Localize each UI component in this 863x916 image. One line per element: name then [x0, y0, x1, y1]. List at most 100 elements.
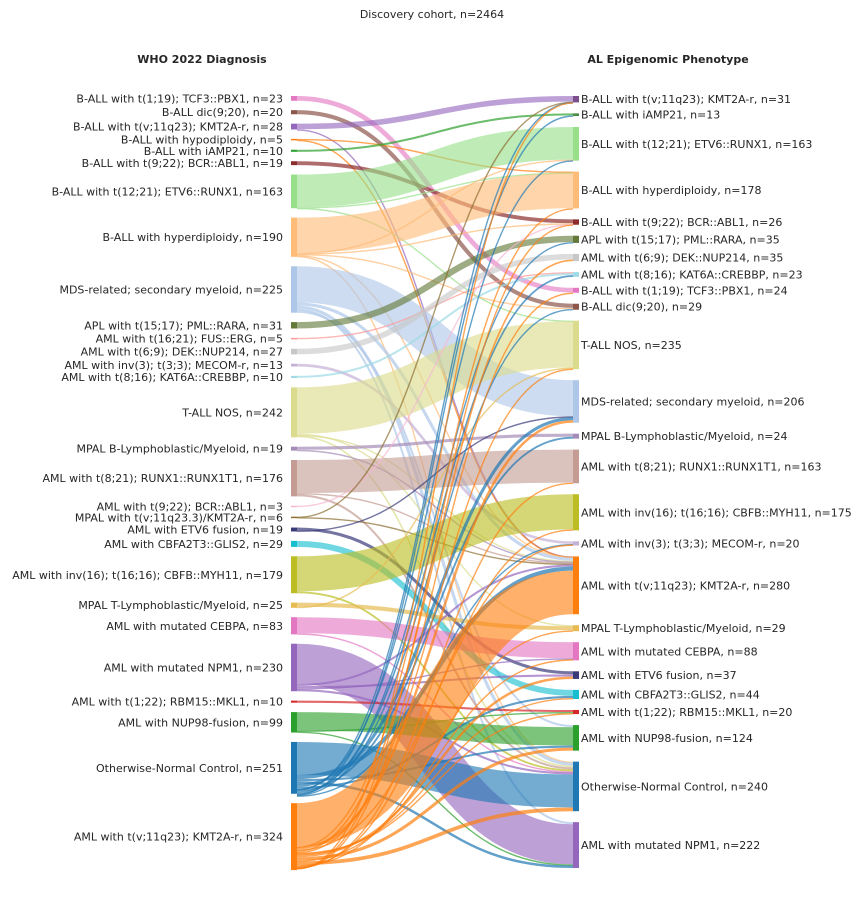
left-node-b-all-with-t-12-21-etv6-runx1 — [291, 174, 297, 209]
left-node-label: APL with t(15;17); PML::RARA, n=31 — [84, 319, 283, 332]
right-node-label: B-ALL dic(9;20), n=29 — [581, 301, 702, 314]
right-node-label: AML with mutated NPM1, n=222 — [581, 839, 760, 852]
right-node-label: Otherwise-Normal Control, n=240 — [581, 780, 768, 793]
flow-aml-with-nup98-fusion-to-aml-with-mutated-npm1 — [296, 731, 574, 866]
left-node-label: B-ALL with hyperdiploidy, n=190 — [103, 231, 283, 244]
right-node-label: AML with inv(3); t(3;3); MECOM-r, n=20 — [581, 537, 800, 550]
right-node-label: B-ALL with t(v;11q23); KMT2A-r, n=31 — [581, 93, 791, 106]
left-node-aml-with-cbfa2t3-glis2 — [291, 540, 297, 547]
left-node-mpal-b-lymphoblastic-myeloid — [291, 446, 297, 451]
left-node-label: MPAL B-Lymphoblastic/Myeloid, n=19 — [76, 443, 283, 456]
flow-aml-with-t-v-11q23-kmt2a-r-to-aml-with-t-6-9-dek-nup214 — [296, 259, 574, 853]
flow-otherwise-normal-control-to-apl-with-t-15-17-pml-rara — [296, 242, 574, 795]
right-node-label: AML with ETV6 fusion, n=37 — [581, 669, 737, 682]
right-node-label: AML with t(1;22); RBM15::MKL1, n=20 — [581, 706, 792, 719]
left-node-aml-with-nup98-fusion — [291, 712, 297, 733]
flow-otherwise-normal-control-to-mpal-b-lymphoblastic-myeloid — [296, 436, 574, 792]
left-node-label: B-ALL with t(9;22); BCR::ABL1, n=19 — [82, 157, 283, 170]
left-node-b-all-with-t-v-11q23-kmt2a-r — [291, 123, 297, 130]
flow-aml-with-t-v-11q23-kmt2a-r-to-aml-with-inv-16-t-16-16-cbfb-myh11 — [296, 529, 574, 868]
right-node-b-all-with-iamp21 — [573, 113, 579, 117]
right-node-aml-with-t-6-9-dek-nup214 — [573, 253, 579, 262]
right-node-label: MPAL T-Lymphoblastic/Myeloid, n=29 — [581, 622, 786, 635]
left-node-aml-with-t-16-21-fus-erg — [291, 337, 297, 340]
right-node-label: T-ALL NOS, n=235 — [580, 339, 682, 352]
flow-otherwise-normal-control-to-b-all-with-t-12-21-etv6-runx1 — [296, 160, 574, 791]
right-node-label: B-ALL with t(1;19); TCF3::PBX1, n=24 — [581, 284, 788, 297]
left-axis-title: WHO 2022 Diagnosis — [137, 53, 267, 66]
right-node-aml-with-mutated-npm1 — [573, 822, 579, 868]
right-node-aml-with-t-8-16-kat6a-crebbp — [573, 272, 579, 277]
flow-b-all-with-t-12-21-etv6-runx1-to-b-all-with-hyperdiploidy — [296, 172, 574, 209]
right-node-aml-with-t-1-22-rbm15-mkl1 — [573, 709, 579, 715]
flow-b-all-with-hyperdiploidy-to-b-all-with-t-12-21-etv6-runx1 — [296, 159, 574, 255]
right-node-label: B-ALL with iAMP21, n=13 — [581, 109, 720, 122]
right-node-otherwise-normal-control — [573, 761, 579, 812]
right-node-label: AML with t(v;11q23); KMT2A-r, n=280 — [581, 579, 790, 592]
right-node-label: B-ALL with t(9;22); BCR::ABL1, n=26 — [581, 216, 782, 229]
flow-t-all-nos-to-aml-with-t-v-11q23-kmt2a-r — [296, 434, 574, 563]
right-axis-title: AL Epigenomic Phenotype — [587, 53, 748, 66]
left-node-label: AML with t(8;21); RUNX1::RUNX1T1, n=176 — [43, 472, 284, 485]
flow-aml-with-t-v-11q23-kmt2a-r-to-b-all-with-t-1-19-tcf3-pbx1 — [296, 292, 574, 870]
flow-aml-with-t-6-9-dek-nup214-to-aml-with-t-6-9-dek-nup214 — [296, 253, 574, 355]
left-node-label: AML with t(16;21); FUS::ERG, n=5 — [96, 333, 283, 346]
left-node-label: MPAL T-Lymphoblastic/Myeloid, n=25 — [78, 599, 283, 612]
flow-aml-with-t-v-11q23-kmt2a-r-to-aml-with-mutated-cebpa — [296, 659, 574, 862]
right-node-aml-with-nup98-fusion — [573, 725, 579, 751]
right-node-label: AML with CBFA2T3::GLIS2, n=44 — [581, 688, 760, 701]
flow-b-all-with-t-v-11q23-kmt2a-r-to-b-all-with-t-v-11q23-kmt2a-r — [296, 96, 574, 130]
left-node-otherwise-normal-control — [291, 741, 297, 794]
left-node-label: B-ALL with t(v;11q23); KMT2A-r, n=28 — [73, 121, 283, 134]
left-node-label: AML with inv(3); t(3;3); MECOM-r, n=13 — [64, 359, 283, 372]
left-node-mpal-t-lymphoblastic-myeloid — [291, 602, 297, 608]
node-bars — [291, 96, 579, 871]
left-node-aml-with-t-8-16-kat6a-crebbp — [291, 375, 297, 378]
left-node-label: AML with t(6;9); DEK::NUP214, n=27 — [81, 346, 283, 359]
flow-b-all-with-t-12-21-etv6-runx1-to-t-all-nos — [296, 207, 574, 323]
left-node-aml-with-t-9-22-bcr-abl1 — [291, 505, 297, 508]
right-node-aml-with-t-8-21-runx1-runx1t1 — [573, 449, 579, 484]
left-node-label: AML with mutated CEBPA, n=83 — [106, 620, 283, 633]
left-node-mds-related-secondary-myeloid — [291, 266, 297, 313]
right-node-mds-related-secondary-myeloid — [573, 380, 579, 423]
left-node-aml-with-t-1-22-rbm15-mkl1 — [291, 700, 297, 703]
right-node-aml-with-inv-3-t-3-3-mecom-r — [573, 541, 579, 546]
right-node-b-all-dic-9-20 — [573, 303, 579, 310]
right-node-aml-with-inv-16-t-16-16-cbfb-myh11 — [573, 494, 579, 531]
left-node-b-all-with-t-9-22-bcr-abl1 — [291, 161, 297, 166]
flow-aml-with-inv-16-t-16-16-cbfb-myh11-to-aml-with-inv-16-t-16-16-cbfb-myh11 — [296, 494, 574, 592]
right-node-mpal-t-lymphoblastic-myeloid — [573, 625, 579, 632]
left-node-aml-with-mutated-npm1 — [291, 643, 297, 692]
flow-otherwise-normal-control-to-b-all-with-iamp21 — [296, 115, 574, 796]
left-node-apl-with-t-15-17-pml-rara — [291, 322, 297, 329]
left-node-label: B-ALL dic(9;20), n=20 — [162, 106, 283, 119]
flow-aml-with-t-v-11q23-kmt2a-r-to-aml-with-etv6-fusion — [296, 676, 574, 858]
left-node-label: MDS-related; secondary myeloid, n=225 — [59, 283, 283, 296]
flow-b-all-with-hyperdiploidy-to-b-all-with-t-9-22-bcr-abl1 — [296, 223, 574, 255]
flow-b-all-with-hyperdiploidy-to-b-all-with-hyperdiploidy — [296, 173, 574, 253]
right-node-label: AML with mutated CEBPA, n=88 — [581, 645, 758, 658]
right-node-aml-with-mutated-cebpa — [573, 642, 579, 661]
flow-aml-with-t-v-11q23-kmt2a-r-to-mpal-t-lymphoblastic-myeloid — [296, 630, 574, 867]
flow-aml-with-t-v-11q23-kmt2a-r-to-aml-with-t-v-11q23-kmt2a-r — [295, 570, 575, 847]
left-node-label: AML with mutated NPM1, n=230 — [104, 661, 283, 674]
right-node-t-all-nos — [573, 320, 579, 370]
left-node-t-all-nos — [291, 387, 297, 438]
flow-aml-with-t-v-11q23-kmt2a-r-to-aml-with-t-8-21-runx1-runx1t1 — [296, 482, 574, 869]
flow-otherwise-normal-control-to-b-all-with-t-v-11q23-kmt2a-r — [296, 101, 574, 791]
left-node-label: AML with t(8;16); KAT6A::CREBBP, n=10 — [61, 371, 283, 384]
node-labels: B-ALL with t(1;19); TCF3::PBX1, n=23B-AL… — [12, 92, 852, 852]
left-node-b-all-with-hypodiploidy — [291, 138, 297, 141]
left-node-aml-with-inv-16-t-16-16-cbfb-myh11 — [291, 556, 297, 594]
left-node-label: B-ALL with iAMP21, n=10 — [144, 145, 283, 158]
flow-aml-with-t-v-11q23-kmt2a-r-to-b-all-with-hyperdiploidy — [296, 208, 574, 849]
right-node-b-all-with-t-9-22-bcr-abl1 — [573, 219, 579, 225]
left-node-b-all-with-hyperdiploidy — [291, 217, 297, 257]
left-node-label: AML with CBFA2T3::GLIS2, n=29 — [104, 538, 283, 551]
left-node-aml-with-t-6-9-dek-nup214 — [291, 348, 297, 355]
right-node-aml-with-etv6-fusion — [573, 671, 579, 679]
flow-aml-with-t-8-16-kat6a-crebbp-to-aml-with-t-8-16-kat6a-crebbp — [296, 273, 574, 378]
left-node-b-all-dic-9-20 — [291, 110, 297, 115]
